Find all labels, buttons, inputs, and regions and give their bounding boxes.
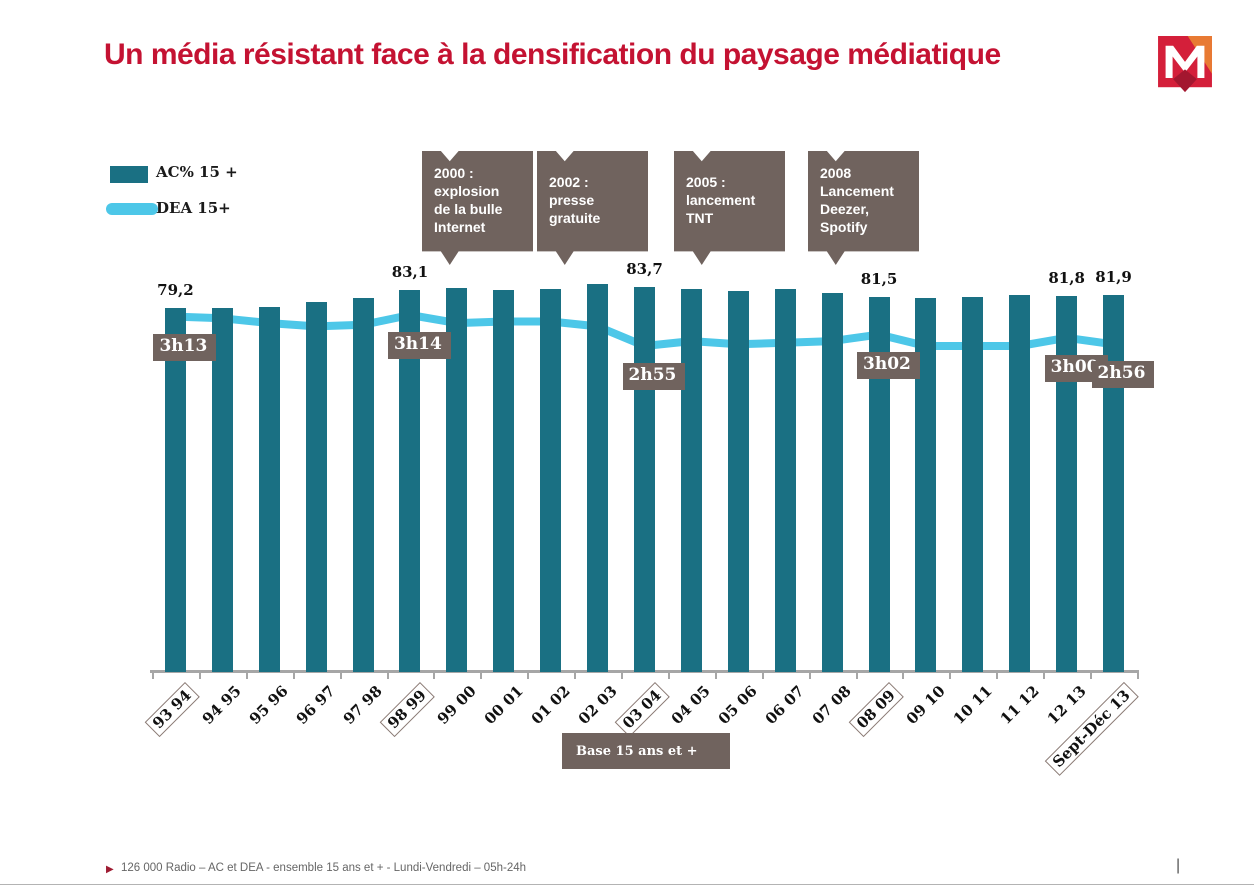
axis-tick <box>1043 673 1046 679</box>
bar-value-label: 81,9 <box>1095 268 1132 287</box>
axis-tick <box>152 673 154 679</box>
dea-time-label: 3h00 <box>1044 354 1108 382</box>
bar-value-label: 81,5 <box>860 270 898 289</box>
axis-tick <box>621 673 624 679</box>
bar-12-13 <box>1056 295 1078 672</box>
category-label: 00 01 <box>480 682 527 728</box>
legend-bar-label: AC% 15 + <box>156 163 238 181</box>
bar-01-02 <box>540 289 562 672</box>
bar-10-11 <box>962 297 984 672</box>
axis-tick <box>996 673 999 679</box>
bar-00-01 <box>493 290 515 672</box>
axis-tick <box>902 673 905 679</box>
axis-tick <box>527 673 530 679</box>
category-label: Sept-Déc 13 <box>1044 682 1139 776</box>
category-label: 95 96 <box>246 682 292 728</box>
dea-time-label: 3h13 <box>153 333 217 361</box>
bar-05-06 <box>727 290 749 672</box>
bar-value-label: 83,7 <box>626 259 663 278</box>
footer-bullet-icon: ▶ <box>106 864 114 875</box>
bar-07-08 <box>821 293 843 672</box>
dea-time-label: 2h56 <box>1091 361 1155 389</box>
page-title: Un média résistant face à la densificati… <box>104 38 1001 71</box>
annotation-2005-tnt-launch: 2005 : lancement TNT <box>674 151 785 265</box>
axis-tick <box>808 673 811 679</box>
dea-time-label: 3h14 <box>387 332 451 359</box>
axis-tick <box>433 673 436 679</box>
axis-tick <box>574 673 577 679</box>
bar-08-09 <box>868 297 890 672</box>
bar-99-00 <box>446 288 468 672</box>
axis-tick <box>292 673 295 679</box>
base-note: Base 15 ans et + <box>562 733 730 769</box>
category-label: 10 11 <box>949 682 996 728</box>
axis-tick <box>480 673 483 679</box>
bar-98-99 <box>399 289 421 672</box>
bar-value-label: 79,2 <box>157 280 194 299</box>
axis-tick <box>1137 673 1139 679</box>
dea-time-label: 2h55 <box>622 362 686 390</box>
legend-line-label: DEA 15+ <box>156 199 231 217</box>
category-label: 03 04 <box>614 682 670 738</box>
bottom-divider <box>0 884 1254 885</box>
annotation-2002-free-press: 2002 : presse gratuite <box>537 151 648 265</box>
axis-tick <box>855 673 858 679</box>
bar-11-12 <box>1009 294 1031 672</box>
category-label: 06 07 <box>761 682 808 728</box>
category-label: 93 94 <box>145 682 201 738</box>
bar-97-98 <box>352 298 374 672</box>
category-label: 94 95 <box>199 682 246 728</box>
category-label: 12 13 <box>1043 682 1090 728</box>
footer-right-mark: | <box>1176 857 1181 874</box>
bar-value-label: 81,8 <box>1048 268 1085 287</box>
axis-tick <box>1090 673 1093 679</box>
axis-tick <box>198 673 201 679</box>
mediametrie-logo-icon <box>1158 36 1212 93</box>
axis-tick <box>386 673 389 679</box>
bar-06-07 <box>774 288 796 672</box>
axis-tick <box>339 673 342 679</box>
bar-value-label: 83,1 <box>391 262 429 281</box>
category-label: 01 02 <box>527 682 574 728</box>
axis-tick <box>761 673 764 679</box>
bar-03-04 <box>634 286 655 672</box>
bar-94-95 <box>211 308 233 672</box>
category-label: 96 97 <box>292 682 339 728</box>
category-label: 99 00 <box>433 682 480 728</box>
category-label: 08 09 <box>848 682 904 738</box>
legend-line-swatch <box>106 203 158 215</box>
category-label: 11 12 <box>996 682 1043 728</box>
bar-02-03 <box>587 283 609 672</box>
footer-source-text: 126 000 Radio – AC et DEA - ensemble 15 … <box>121 862 527 874</box>
category-label: 97 98 <box>339 682 386 728</box>
bar-04-05 <box>680 288 702 672</box>
bar-93-94 <box>164 307 186 672</box>
category-label: 05 06 <box>715 682 762 728</box>
axis-tick <box>245 673 248 679</box>
bar-95-96 <box>258 306 280 672</box>
annotation-2000-internet-bubble: 2000 : explosion de la bulle Internet <box>422 151 533 265</box>
annotation-2008-deezer-spotify: 2008 Lancement Deezer, Spotify <box>808 151 919 265</box>
bar-09-10 <box>915 298 937 672</box>
category-label: 04 05 <box>668 682 715 728</box>
category-label: 09 10 <box>902 682 949 728</box>
bar-Sept-Déc-13 <box>1103 295 1125 672</box>
axis-tick <box>949 673 952 679</box>
axis-tick <box>714 673 717 679</box>
category-label: 02 03 <box>574 682 621 728</box>
axis-tick <box>667 673 670 679</box>
category-label: 98 99 <box>379 682 435 738</box>
bar-96-97 <box>305 302 327 672</box>
dea-time-label: 3h02 <box>857 351 920 379</box>
legend-bar-swatch <box>110 166 148 183</box>
